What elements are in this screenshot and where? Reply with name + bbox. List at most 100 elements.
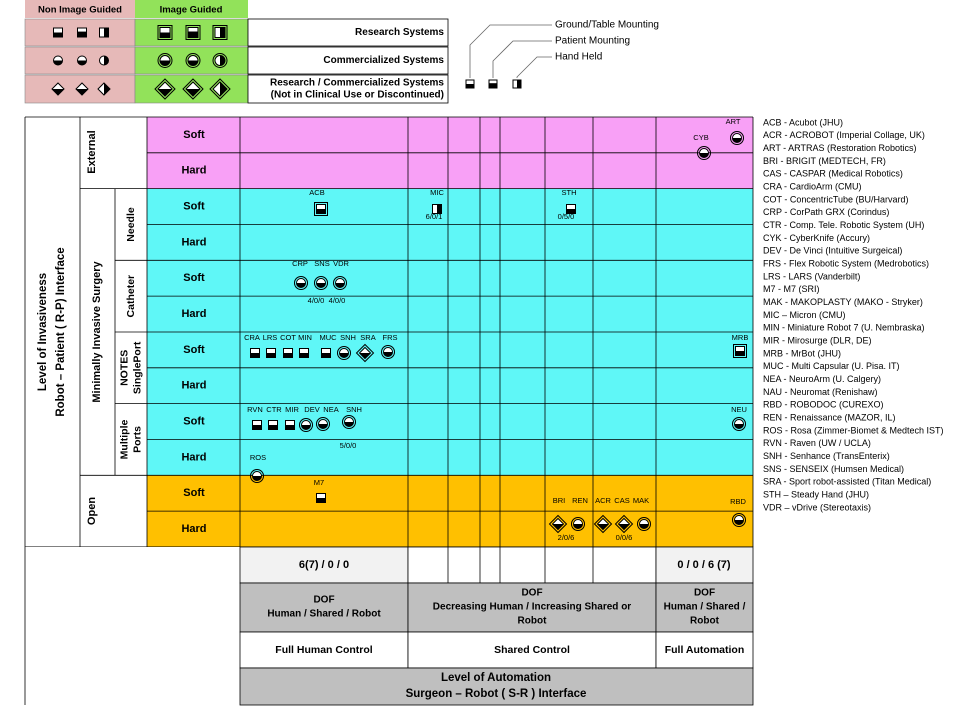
abbreviation: CTR - Comp. Tele. Robotic System (UH) <box>763 220 924 230</box>
icon <box>342 415 356 429</box>
system-label: SNH <box>346 405 362 414</box>
icon-fill <box>597 524 609 530</box>
abbreviation: LRS - LARS (Vanderbilt) <box>763 271 860 281</box>
icon-fill <box>735 351 745 356</box>
dof-header: DOF <box>694 588 715 599</box>
system-label: ROS <box>250 453 266 462</box>
mounting-label: Patient Mounting <box>555 36 630 47</box>
abbreviation: ACR - ACROBOT (Imperial Collage, UK) <box>763 130 925 140</box>
icon <box>316 417 330 431</box>
dof-header: DOF <box>521 588 542 599</box>
icon-fill <box>158 89 172 96</box>
abbreviation: CRP - CorPath GRX (Corindus) <box>763 207 889 217</box>
system-label: MUC <box>319 333 337 342</box>
icon <box>212 25 228 40</box>
bottom-left <box>25 547 240 705</box>
system-label: ART <box>726 117 741 126</box>
abbreviation: RBD - ROBODOC (CUREXO) <box>763 400 884 410</box>
icon <box>212 53 228 68</box>
icon <box>730 131 744 145</box>
icon <box>209 78 231 100</box>
abbreviation: CYK - CyberKnife (Accury) <box>763 233 870 243</box>
row-label: Hard <box>181 236 206 248</box>
band <box>147 188 753 225</box>
icon-fill <box>734 520 744 525</box>
icon-fill <box>318 424 328 429</box>
dof-summary: 6(7) / 0 / 0 <box>299 559 349 571</box>
icon-fill <box>250 353 260 358</box>
cell <box>239 582 409 633</box>
abbreviation: CAS - CASPAR (Medical Robotics) <box>763 169 903 179</box>
dof-header: DOF <box>313 595 334 606</box>
icon-fill <box>566 209 576 214</box>
system-label: ACR <box>595 496 611 505</box>
system-label: RVN <box>247 405 263 414</box>
band <box>147 403 753 440</box>
abbreviation: REN - Renaissance (MAZOR, IL) <box>763 412 896 422</box>
cell <box>239 631 409 669</box>
icon-fill <box>53 32 63 37</box>
dof-note: 2/0/6 <box>558 533 575 542</box>
row-label: Soft <box>183 272 205 284</box>
icon-fill <box>466 84 474 88</box>
row-label: Hard <box>181 451 206 463</box>
icon-fill <box>316 498 326 503</box>
dof-header: Robot <box>690 616 720 627</box>
icon-fill <box>266 353 276 358</box>
row-label: Hard <box>181 380 206 392</box>
abbreviation: MIN - Miniature Robot 7 (U. Nembraska) <box>763 323 925 333</box>
legend-row-label: Research Systems <box>355 27 444 38</box>
cell <box>407 546 657 584</box>
system-label: NEA <box>323 405 338 414</box>
cell <box>239 667 754 706</box>
system-label: MAK <box>633 496 649 505</box>
icon-fill <box>268 425 278 430</box>
abbreviation: NAU - Neuromat (Renishaw) <box>763 387 878 397</box>
icon-fill <box>339 353 349 358</box>
icon <box>182 78 204 100</box>
subgroup-label: Catheter <box>125 275 137 318</box>
x-axis-title: Surgeon – Robot ( S-R ) Interface <box>406 688 587 700</box>
abbreviation: FRS - Flex Robotic System (Medrobotics) <box>763 259 929 269</box>
system-label: SNS <box>314 259 329 268</box>
icon-fill <box>104 56 109 65</box>
row-label: Hard <box>181 165 206 177</box>
icon-fill <box>517 80 521 88</box>
legend-label-cell <box>247 74 449 104</box>
abbreviation: MIR - Mirosurge (DLR, DE) <box>763 335 872 345</box>
system-label: REN <box>572 496 588 505</box>
row-label: Hard <box>181 523 206 535</box>
cell <box>655 582 754 633</box>
system-label: MIN <box>298 333 312 342</box>
system-label: CRP <box>292 259 308 268</box>
icon <box>299 418 313 432</box>
band <box>147 367 753 404</box>
legend-header <box>25 0 135 18</box>
icon-fill <box>734 424 744 429</box>
mounting-label: Hand Held <box>555 52 602 63</box>
icon-fill <box>220 82 227 96</box>
icon-fill <box>252 476 262 481</box>
icon-fill <box>104 28 109 37</box>
y-axis-title: Robot – Patient ( R-P) Interface <box>55 247 67 416</box>
icon-fill <box>220 27 225 38</box>
abbreviation: CRA - CardioArm (CMU) <box>763 182 862 192</box>
icon <box>154 78 176 100</box>
group-label: Minimally Invasive Surgery <box>91 261 103 403</box>
system-label: CTR <box>266 405 282 414</box>
cell <box>407 631 657 669</box>
icon-fill <box>53 60 63 65</box>
leader <box>492 40 552 78</box>
abbreviation: MUC - Multi Capsular (U. Pisa. IT) <box>763 361 900 371</box>
icon-fill <box>437 204 442 214</box>
icon <box>732 513 746 527</box>
leader <box>469 24 552 78</box>
leader <box>516 56 552 78</box>
icon-fill <box>160 60 170 66</box>
legend-row-label: Commercialized Systems <box>323 55 444 66</box>
icon <box>381 345 395 359</box>
icon-fill <box>220 55 225 66</box>
abbreviation: ACB - Acubot (JHU) <box>763 117 843 127</box>
dof-note: 4/0/0 <box>329 296 346 305</box>
icon-fill <box>732 138 742 143</box>
